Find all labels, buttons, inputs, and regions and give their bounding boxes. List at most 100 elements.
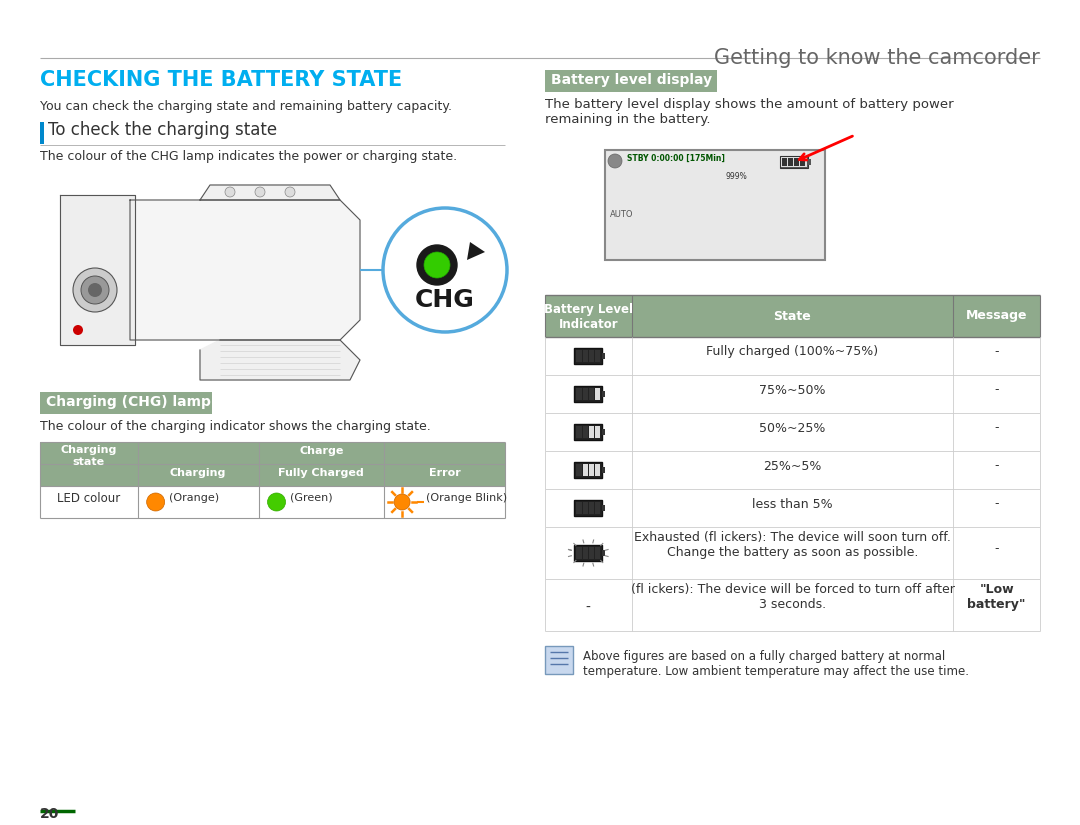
FancyBboxPatch shape [577,464,581,476]
FancyBboxPatch shape [40,442,137,486]
Circle shape [268,493,285,511]
FancyBboxPatch shape [137,442,505,464]
Text: Charging: Charging [170,468,227,478]
FancyBboxPatch shape [582,547,588,559]
FancyBboxPatch shape [545,413,1040,451]
FancyBboxPatch shape [603,353,605,359]
Text: 999%: 999% [725,172,746,181]
FancyBboxPatch shape [788,158,793,166]
Text: -: - [995,346,999,359]
FancyBboxPatch shape [589,464,594,476]
FancyBboxPatch shape [595,464,600,476]
FancyBboxPatch shape [582,502,588,514]
FancyBboxPatch shape [782,158,787,166]
Circle shape [383,208,507,332]
FancyBboxPatch shape [603,505,605,512]
Text: 50%~25%: 50%~25% [759,422,826,435]
Circle shape [255,187,265,197]
FancyBboxPatch shape [40,392,212,414]
FancyBboxPatch shape [577,388,581,400]
Text: Fully charged (100%~75%): Fully charged (100%~75%) [706,346,878,359]
Text: (fl ickers): The device will be forced to turn off after
3 seconds.: (fl ickers): The device will be forced t… [631,583,955,611]
Text: "Low
battery": "Low battery" [968,583,1026,611]
Text: Charging (CHG) lamp: Charging (CHG) lamp [46,395,211,409]
FancyBboxPatch shape [545,70,717,92]
FancyBboxPatch shape [575,348,603,364]
FancyBboxPatch shape [575,424,603,440]
Text: (Orange): (Orange) [168,493,219,503]
FancyBboxPatch shape [589,350,594,362]
FancyBboxPatch shape [605,150,825,260]
Text: AUTO: AUTO [610,210,634,219]
FancyBboxPatch shape [545,295,632,337]
Circle shape [608,154,622,168]
FancyBboxPatch shape [632,295,954,337]
FancyBboxPatch shape [575,545,603,561]
FancyBboxPatch shape [808,159,811,165]
FancyBboxPatch shape [40,122,44,144]
Text: The battery level display shows the amount of battery power
remaining in the bat: The battery level display shows the amou… [545,98,954,126]
FancyBboxPatch shape [954,295,1040,337]
FancyBboxPatch shape [545,451,1040,489]
FancyBboxPatch shape [582,388,588,400]
FancyBboxPatch shape [577,426,581,438]
Circle shape [147,493,164,511]
Circle shape [73,325,83,335]
Circle shape [81,276,109,304]
Circle shape [225,187,235,197]
FancyBboxPatch shape [800,158,805,166]
FancyBboxPatch shape [780,156,808,168]
FancyBboxPatch shape [582,464,588,476]
Text: -: - [585,601,591,615]
FancyBboxPatch shape [589,426,594,438]
FancyBboxPatch shape [582,426,588,438]
FancyBboxPatch shape [577,547,581,559]
Circle shape [87,283,102,297]
FancyBboxPatch shape [545,337,1040,375]
FancyBboxPatch shape [595,502,600,514]
Text: CHG: CHG [415,288,475,312]
Text: Battery level display: Battery level display [551,73,712,87]
Polygon shape [200,340,360,380]
Text: Charge: Charge [299,446,343,456]
FancyBboxPatch shape [545,646,573,674]
Text: 25%~5%: 25%~5% [764,460,822,473]
FancyBboxPatch shape [545,579,1040,631]
Polygon shape [467,242,485,260]
Text: 75%~50%: 75%~50% [759,384,826,397]
Text: LED colour: LED colour [57,492,121,505]
FancyBboxPatch shape [595,426,600,438]
FancyBboxPatch shape [595,350,600,362]
FancyBboxPatch shape [595,388,600,400]
FancyBboxPatch shape [545,489,1040,527]
Text: Battery Level
Indicator: Battery Level Indicator [544,303,633,331]
FancyBboxPatch shape [258,464,384,486]
Text: CHECKING THE BATTERY STATE: CHECKING THE BATTERY STATE [40,70,402,90]
FancyBboxPatch shape [794,158,799,166]
Text: Exhausted (fl ickers): The device will soon turn off.
Change the battery as soon: Exhausted (fl ickers): The device will s… [634,531,950,559]
Text: less than 5%: less than 5% [752,497,833,511]
FancyBboxPatch shape [575,500,603,516]
Text: Error: Error [429,468,460,478]
FancyBboxPatch shape [603,391,605,397]
FancyBboxPatch shape [589,388,594,400]
FancyBboxPatch shape [603,549,605,556]
Polygon shape [200,185,340,200]
Text: -: - [995,460,999,473]
FancyBboxPatch shape [545,527,1040,579]
Text: (Orange Blink): (Orange Blink) [427,493,508,503]
Text: To check the charging state: To check the charging state [48,121,278,139]
FancyBboxPatch shape [582,350,588,362]
Circle shape [417,245,457,285]
Polygon shape [130,200,360,340]
Text: Message: Message [966,309,1027,323]
FancyBboxPatch shape [603,467,605,474]
FancyBboxPatch shape [545,375,1040,413]
Text: (Green): (Green) [289,493,333,503]
Text: Getting to know the camcorder: Getting to know the camcorder [714,48,1040,68]
Text: -: - [995,422,999,435]
Text: 20: 20 [40,807,59,821]
FancyBboxPatch shape [603,429,605,436]
FancyBboxPatch shape [575,462,603,478]
Text: State: State [773,309,811,323]
